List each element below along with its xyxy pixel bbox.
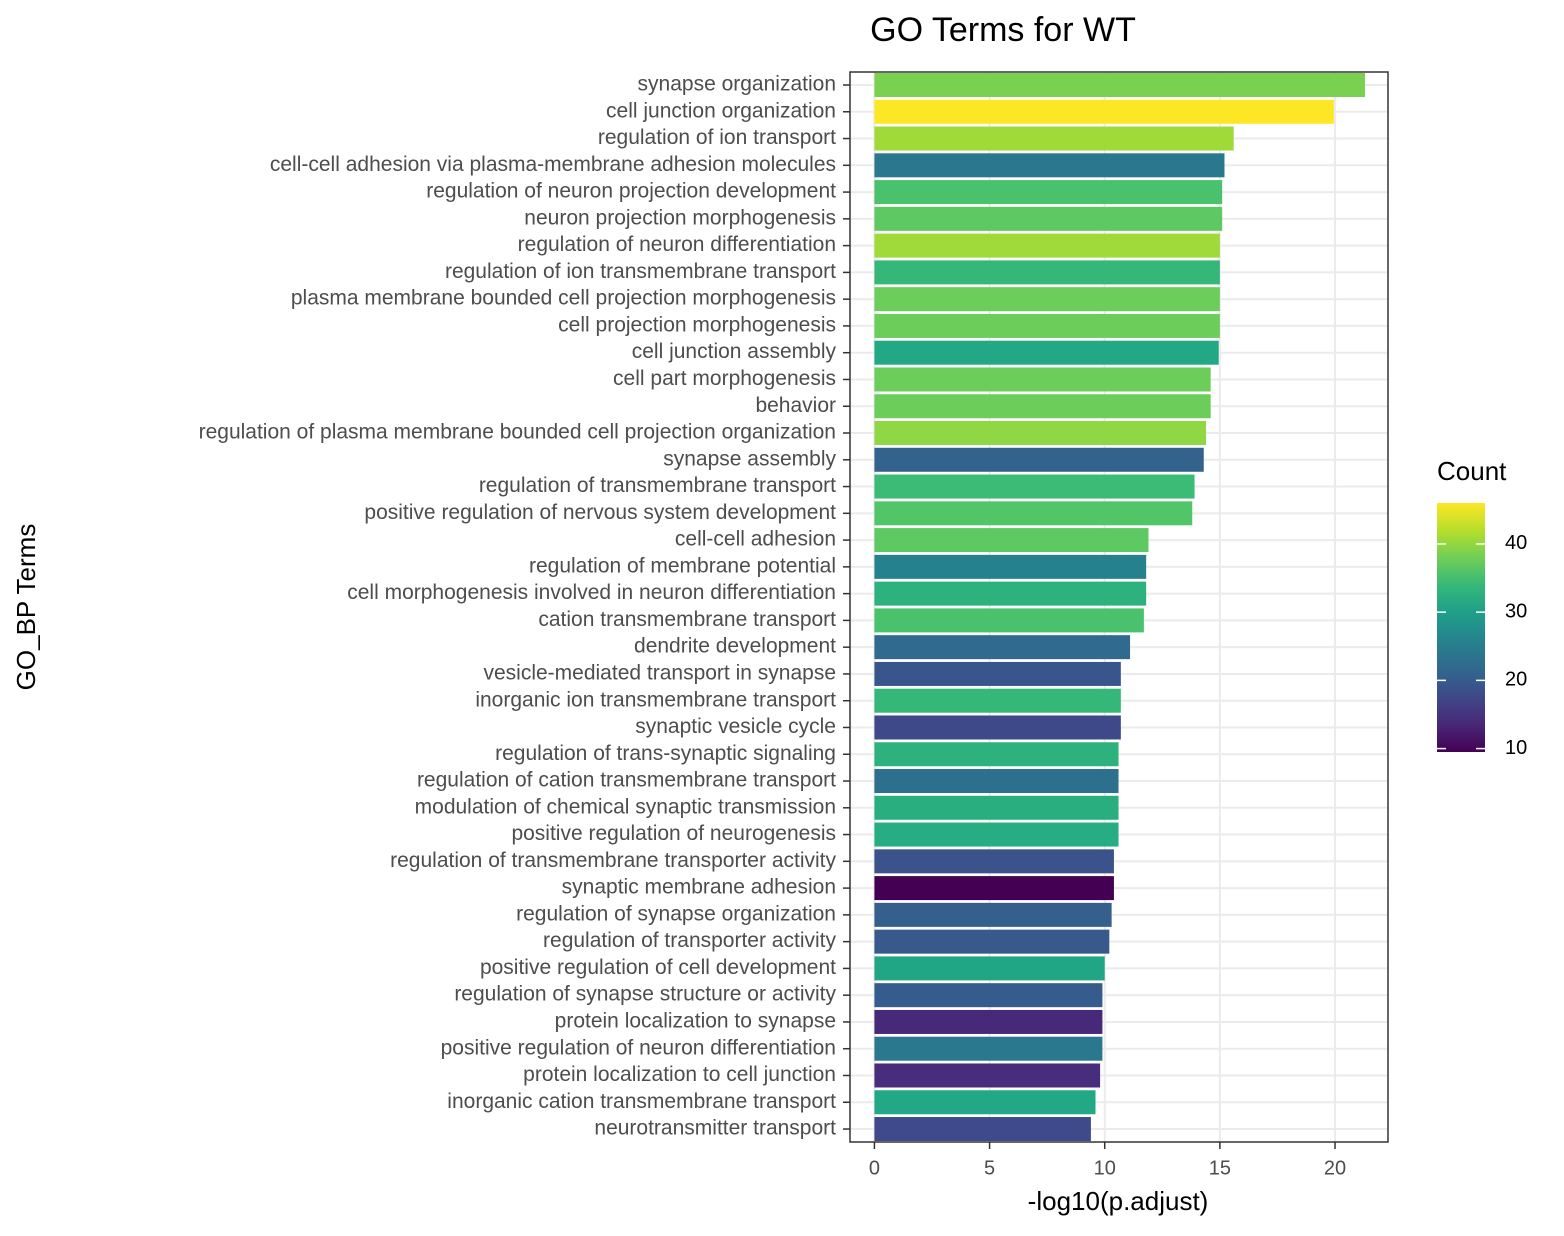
x-axis-title: -log10(p.adjust)	[1028, 1186, 1209, 1216]
y-tick-label: cell-cell adhesion via plasma-membrane a…	[270, 153, 836, 176]
y-tick-label: regulation of plasma membrane bounded ce…	[199, 421, 836, 444]
y-tick-label: positive regulation of cell development	[480, 956, 836, 979]
x-tick-label: 5	[984, 1157, 995, 1179]
bar	[874, 233, 1220, 258]
bar	[874, 260, 1220, 285]
bar	[874, 688, 1121, 713]
bar	[874, 126, 1234, 151]
y-tick-label: cell morphogenesis involved in neuron di…	[347, 581, 836, 604]
y-tick-label: regulation of membrane potential	[529, 554, 836, 577]
bar	[874, 153, 1225, 178]
bar	[874, 287, 1220, 312]
y-tick-label: behavior	[755, 394, 836, 417]
bar	[874, 849, 1114, 874]
y-tick-label: positive regulation of neurogenesis	[511, 822, 836, 845]
x-tick-label: 10	[1094, 1157, 1116, 1179]
bar	[874, 876, 1114, 901]
bar	[874, 367, 1211, 392]
y-tick-label: cell junction organization	[606, 99, 836, 122]
y-tick-label: cell projection morphogenesis	[558, 313, 836, 336]
bar	[874, 1117, 1091, 1142]
y-tick-label: neuron projection morphogenesis	[524, 206, 836, 229]
bar	[874, 421, 1207, 446]
bar	[874, 447, 1204, 472]
bar	[874, 769, 1119, 794]
y-tick-label: positive regulation of nervous system de…	[364, 501, 836, 524]
y-tick-label: cell junction assembly	[632, 340, 837, 363]
y-tick-label: synapse assembly	[663, 447, 836, 470]
y-tick-label: cell part morphogenesis	[613, 367, 836, 390]
bar	[874, 742, 1119, 767]
y-tick-label: protein localization to synapse	[555, 1009, 836, 1032]
legend-tick-label: 20	[1505, 669, 1527, 691]
colorbar	[1437, 503, 1485, 752]
y-tick-label: synaptic membrane adhesion	[562, 876, 836, 899]
y-tick-label: regulation of trans-synaptic signaling	[495, 742, 836, 765]
y-tick-label: regulation of transporter activity	[543, 929, 836, 952]
bar	[874, 608, 1144, 633]
bar	[874, 528, 1149, 553]
bar	[874, 1063, 1101, 1088]
legend-tick-label: 40	[1505, 532, 1527, 554]
x-tick-label: 0	[869, 1157, 880, 1179]
y-tick-label: synapse organization	[638, 73, 836, 96]
bar	[874, 902, 1112, 927]
y-tick-label: regulation of transmembrane transporter …	[390, 849, 836, 872]
y-tick-label: cell-cell adhesion	[675, 528, 836, 551]
y-tick-label: regulation of synapse organization	[516, 902, 836, 925]
bar	[874, 99, 1334, 124]
y-tick-label: cation transmembrane transport	[538, 608, 836, 631]
y-tick-label: regulation of transmembrane transport	[479, 474, 836, 497]
y-tick-label: modulation of chemical synaptic transmis…	[415, 795, 836, 818]
bar	[874, 394, 1211, 419]
bar	[874, 180, 1223, 205]
y-tick-label: synaptic vesicle cycle	[635, 715, 836, 738]
x-tick-label: 20	[1324, 1157, 1346, 1179]
bar	[874, 929, 1110, 954]
y-axis-title: GO_BP Terms	[11, 524, 41, 691]
legend-tick-label: 10	[1505, 737, 1527, 759]
y-tick-label: regulation of ion transmembrane transpor…	[445, 260, 836, 283]
bar	[874, 554, 1147, 579]
bar	[874, 1036, 1103, 1061]
y-tick-label: inorganic cation transmembrane transport	[447, 1090, 836, 1113]
bar	[874, 206, 1223, 231]
y-tick-label: regulation of synapse structure or activ…	[454, 983, 836, 1006]
bar	[874, 501, 1193, 526]
y-tick-label: regulation of neuron projection developm…	[426, 180, 836, 203]
y-tick-label: positive regulation of neuron differenti…	[441, 1036, 836, 1059]
bar	[874, 474, 1195, 499]
y-tick-label: plasma membrane bounded cell projection …	[291, 287, 836, 310]
y-tick-label: inorganic ion transmembrane transport	[475, 688, 836, 711]
y-tick-label: regulation of ion transport	[598, 126, 836, 149]
bar	[874, 956, 1105, 981]
bar	[874, 1009, 1103, 1034]
bar	[874, 661, 1121, 686]
bar	[874, 795, 1119, 820]
bar	[874, 581, 1147, 606]
chart-title: GO Terms for WT	[870, 11, 1136, 49]
bar	[874, 340, 1219, 365]
legend-tick-label: 30	[1505, 600, 1527, 622]
x-tick-label: 15	[1209, 1157, 1231, 1179]
bar	[874, 635, 1131, 660]
y-tick-label: neurotransmitter transport	[594, 1117, 836, 1140]
legend-title: Count	[1437, 456, 1507, 486]
bar	[874, 822, 1119, 847]
y-tick-label: regulation of cation transmembrane trans…	[417, 769, 836, 792]
bar	[874, 715, 1121, 740]
y-tick-label: vesicle-mediated transport in synapse	[483, 661, 836, 684]
bar	[874, 983, 1103, 1008]
y-tick-label: protein localization to cell junction	[523, 1063, 836, 1086]
bar	[874, 73, 1365, 97]
panel-border	[849, 71, 1389, 1143]
y-tick-label: dendrite development	[634, 635, 836, 658]
panel	[850, 72, 1388, 1142]
y-tick-label: regulation of neuron differentiation	[518, 233, 836, 256]
bar	[874, 1090, 1096, 1115]
bar	[874, 313, 1220, 338]
